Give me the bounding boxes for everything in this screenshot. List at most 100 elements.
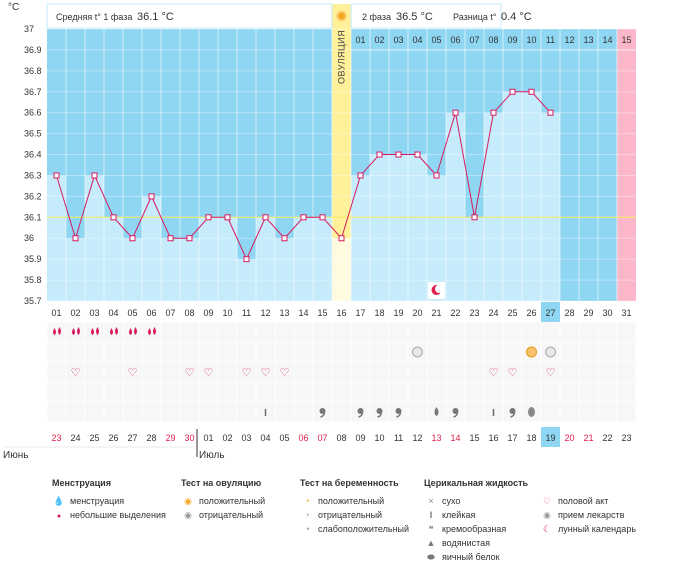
marker-cell: [123, 342, 142, 362]
marker-cell: [66, 402, 85, 422]
marker-cell: [560, 402, 579, 422]
calendar-date-label: 11: [394, 433, 403, 443]
temperature-bar: [237, 259, 256, 301]
heart-icon: ♡: [489, 366, 499, 379]
marker-cell: [180, 402, 199, 422]
marker-cell: [465, 402, 484, 422]
legend-title-menstruation: Менструация: [52, 478, 111, 488]
marker-cell: [560, 342, 579, 362]
legend-item: отрицательный: [199, 510, 264, 520]
creamy-icon-tail: [358, 411, 364, 418]
marker-cell: [332, 342, 351, 362]
sticky-icon: I: [492, 408, 495, 419]
marker-cell: [104, 362, 123, 382]
marker-cell: [541, 402, 560, 422]
marker-cell: [180, 382, 199, 402]
menstruation-drop-icon: [129, 328, 132, 335]
calendar-date-label: 18: [526, 433, 536, 443]
marker-cell: [598, 322, 617, 342]
cycle-day-top-label: 13: [583, 35, 593, 45]
marker-cell: [218, 342, 237, 362]
egg-white-icon: [528, 407, 535, 417]
y-tick-label: 37: [24, 24, 34, 34]
calendar-date-label: 04: [260, 433, 270, 443]
marker-cell: [484, 342, 503, 362]
marker-cell: [465, 382, 484, 402]
moon-icon-shade: [435, 285, 443, 293]
calendar-date-label: 06: [298, 433, 308, 443]
marker-cell: [503, 322, 522, 342]
marker-cell: [66, 382, 85, 402]
calendar-date-label: 10: [374, 433, 384, 443]
marker-cell: [351, 382, 370, 402]
menstruation-drop-icon: [96, 327, 99, 335]
menstruation-drop-icon: [77, 327, 80, 335]
marker-cell: [237, 362, 256, 382]
legend-item: лунный календарь: [558, 524, 637, 534]
marker-cell: [484, 322, 503, 342]
cycle-day-label: 01: [51, 308, 61, 318]
temperature-point: [338, 235, 345, 242]
marker-cell: [484, 362, 503, 382]
marker-cell: [427, 342, 446, 362]
marker-cell: [161, 362, 180, 382]
marker-cell: [275, 342, 294, 362]
ov-negative-icon: ◉: [184, 510, 192, 520]
calendar-date-label: 02: [222, 433, 232, 443]
temperature-bar: [161, 238, 180, 301]
marker-cell: [294, 402, 313, 422]
marker-cell: [503, 362, 522, 382]
heart-icon: ♡: [128, 366, 138, 379]
calendar-date-label: 17: [507, 433, 517, 443]
drop-icon: 💧: [53, 496, 65, 506]
temperature-point: [224, 214, 231, 221]
marker-cell: [142, 402, 161, 422]
marker-cell: [446, 362, 465, 382]
temperature-point: [205, 214, 212, 221]
legend-other: ♡ половой акт ◉ прием лекарств ☾ лунный кал…: [540, 478, 636, 536]
marker-cell: [85, 382, 104, 402]
cycle-day-label: 22: [450, 308, 460, 318]
menstruation-drop-icon: [134, 327, 137, 335]
calendar-date-label: 25: [89, 433, 99, 443]
egg-white-icon: ⬬: [427, 552, 435, 562]
cycle-day-top-label: 11: [546, 35, 555, 45]
temperature-bar: [275, 238, 294, 301]
marker-cell: [218, 402, 237, 422]
y-tick-label: 36.6: [24, 108, 42, 118]
marker-cell: [123, 362, 142, 382]
cycle-day-label: 06: [146, 308, 156, 318]
cycle-day-label: 27: [545, 308, 555, 318]
temperature-bar: [256, 217, 275, 301]
cycle-day-top-label: 10: [526, 35, 536, 45]
marker-cell: [522, 382, 541, 402]
temperature-point: [262, 214, 269, 221]
marker-cell: [579, 382, 598, 402]
temperature-point: [186, 235, 193, 242]
creamy-icon-tail: [396, 411, 402, 418]
temperature-point: [376, 151, 383, 158]
marker-cell: [389, 382, 408, 402]
marker-cell: [370, 362, 389, 382]
small-drop-icon: ●: [56, 513, 62, 520]
marker-cell: [408, 362, 427, 382]
marker-cell: [256, 342, 275, 362]
marker-cell: [180, 342, 199, 362]
legend-item: яичный белок: [442, 552, 500, 562]
creamy-icon-tail: [510, 411, 516, 418]
marker-cell: [256, 322, 275, 342]
ovulation-sun-icon: [336, 10, 347, 22]
marker-cell: [275, 402, 294, 422]
marker-cell: [66, 342, 85, 362]
cycle-day-label: 18: [374, 308, 384, 318]
temperature-point: [53, 172, 60, 179]
legend-item: менструация: [70, 496, 125, 506]
marker-cell: [275, 322, 294, 342]
calendar-date-label: 28: [146, 433, 156, 443]
temperature-bar: [199, 217, 218, 301]
cycle-day-top-label: 01: [355, 35, 365, 45]
heart-icon: ♡: [280, 366, 290, 379]
marker-cell: [142, 342, 161, 362]
cycle-day-label: 31: [621, 308, 631, 318]
